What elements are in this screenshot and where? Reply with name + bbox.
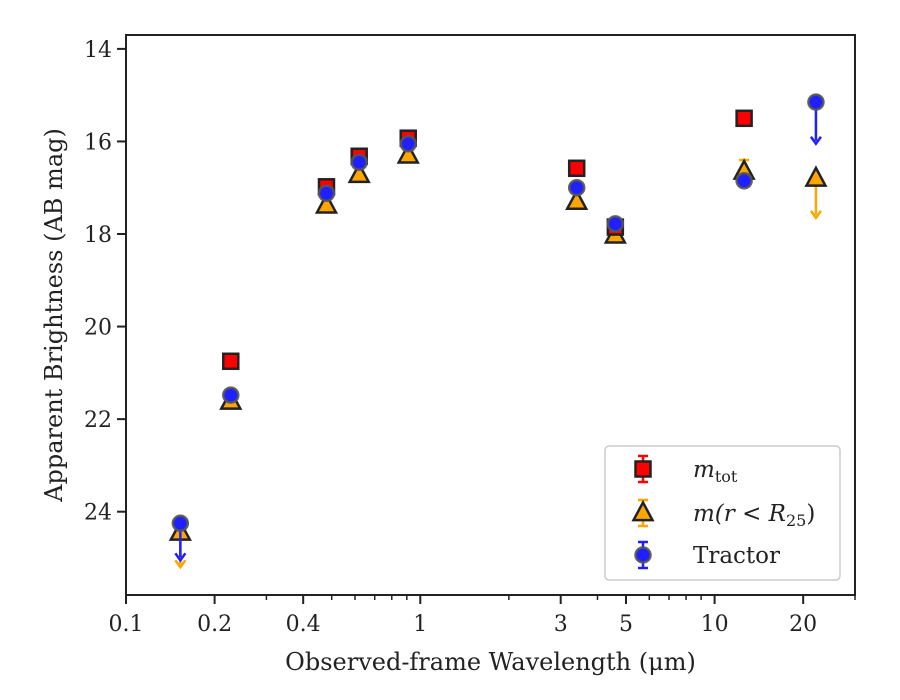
data-point-tractor <box>399 135 417 153</box>
y-tick-label: 22 <box>84 408 112 433</box>
y-tick-label: 20 <box>84 316 112 341</box>
data-marks <box>168 93 828 570</box>
data-point-tractor <box>606 215 625 233</box>
x-tick-label: 20 <box>789 612 817 637</box>
legend-marker <box>634 546 652 564</box>
legend-label: Tractor <box>693 543 780 569</box>
data-point-tractor <box>350 153 368 172</box>
upper-limit-head <box>809 136 822 146</box>
upper-limit-head <box>174 559 187 570</box>
data-point-mtot <box>567 159 586 178</box>
data-point-mr25 <box>347 161 371 184</box>
legend-label: m(r < R25) <box>693 501 815 530</box>
x-axis: 0.1 0.2 0.4 1 3 5 10 20 <box>109 595 856 637</box>
upper-limit-head <box>809 210 822 220</box>
series-tractor <box>171 93 825 563</box>
legend-marker <box>634 460 652 478</box>
data-point-tractor <box>807 93 825 111</box>
legend-box <box>604 445 841 581</box>
plot-frame <box>125 34 856 596</box>
x-axis-title: Observed-frame Wavelength (μm) <box>285 648 696 676</box>
data-point-tractor <box>735 172 753 190</box>
data-point-mr25 <box>565 188 589 211</box>
data-point-mr25 <box>804 165 828 187</box>
data-point-tractor <box>171 514 190 533</box>
legend-label: mtot <box>693 457 738 486</box>
x-tick-label: 5 <box>619 612 633 637</box>
data-point-mtot <box>222 352 240 371</box>
data-point-tractor <box>317 184 336 203</box>
y-tick-label: 18 <box>84 223 112 248</box>
y-tick-label: 24 <box>84 501 112 526</box>
y-axis: 14 16 18 20 22 24 <box>84 38 126 526</box>
x-tick-label: 0.2 <box>197 612 232 637</box>
data-point-tractor <box>567 178 586 197</box>
x-tick-label: 10 <box>701 612 729 637</box>
upper-limit-head <box>174 552 187 563</box>
legend-marker <box>631 499 655 522</box>
series-mtot <box>222 109 753 371</box>
y-axis-title: Apparent Brightness (AB mag) <box>40 128 68 503</box>
data-point-tractor <box>222 386 240 404</box>
y-tick-label: 16 <box>84 130 112 155</box>
legend: mtot m(r < R25) Tractor <box>604 445 841 581</box>
x-tick-label: 0.1 <box>109 612 144 637</box>
y-tick-label: 14 <box>84 38 112 63</box>
data-point-mr25 <box>314 192 339 214</box>
x-tick-label: 3 <box>554 612 568 637</box>
data-point-mtot <box>735 109 753 128</box>
x-tick-label: 1 <box>413 612 427 637</box>
data-point-mr25 <box>396 142 420 164</box>
x-tick-label: 0.4 <box>286 612 321 637</box>
